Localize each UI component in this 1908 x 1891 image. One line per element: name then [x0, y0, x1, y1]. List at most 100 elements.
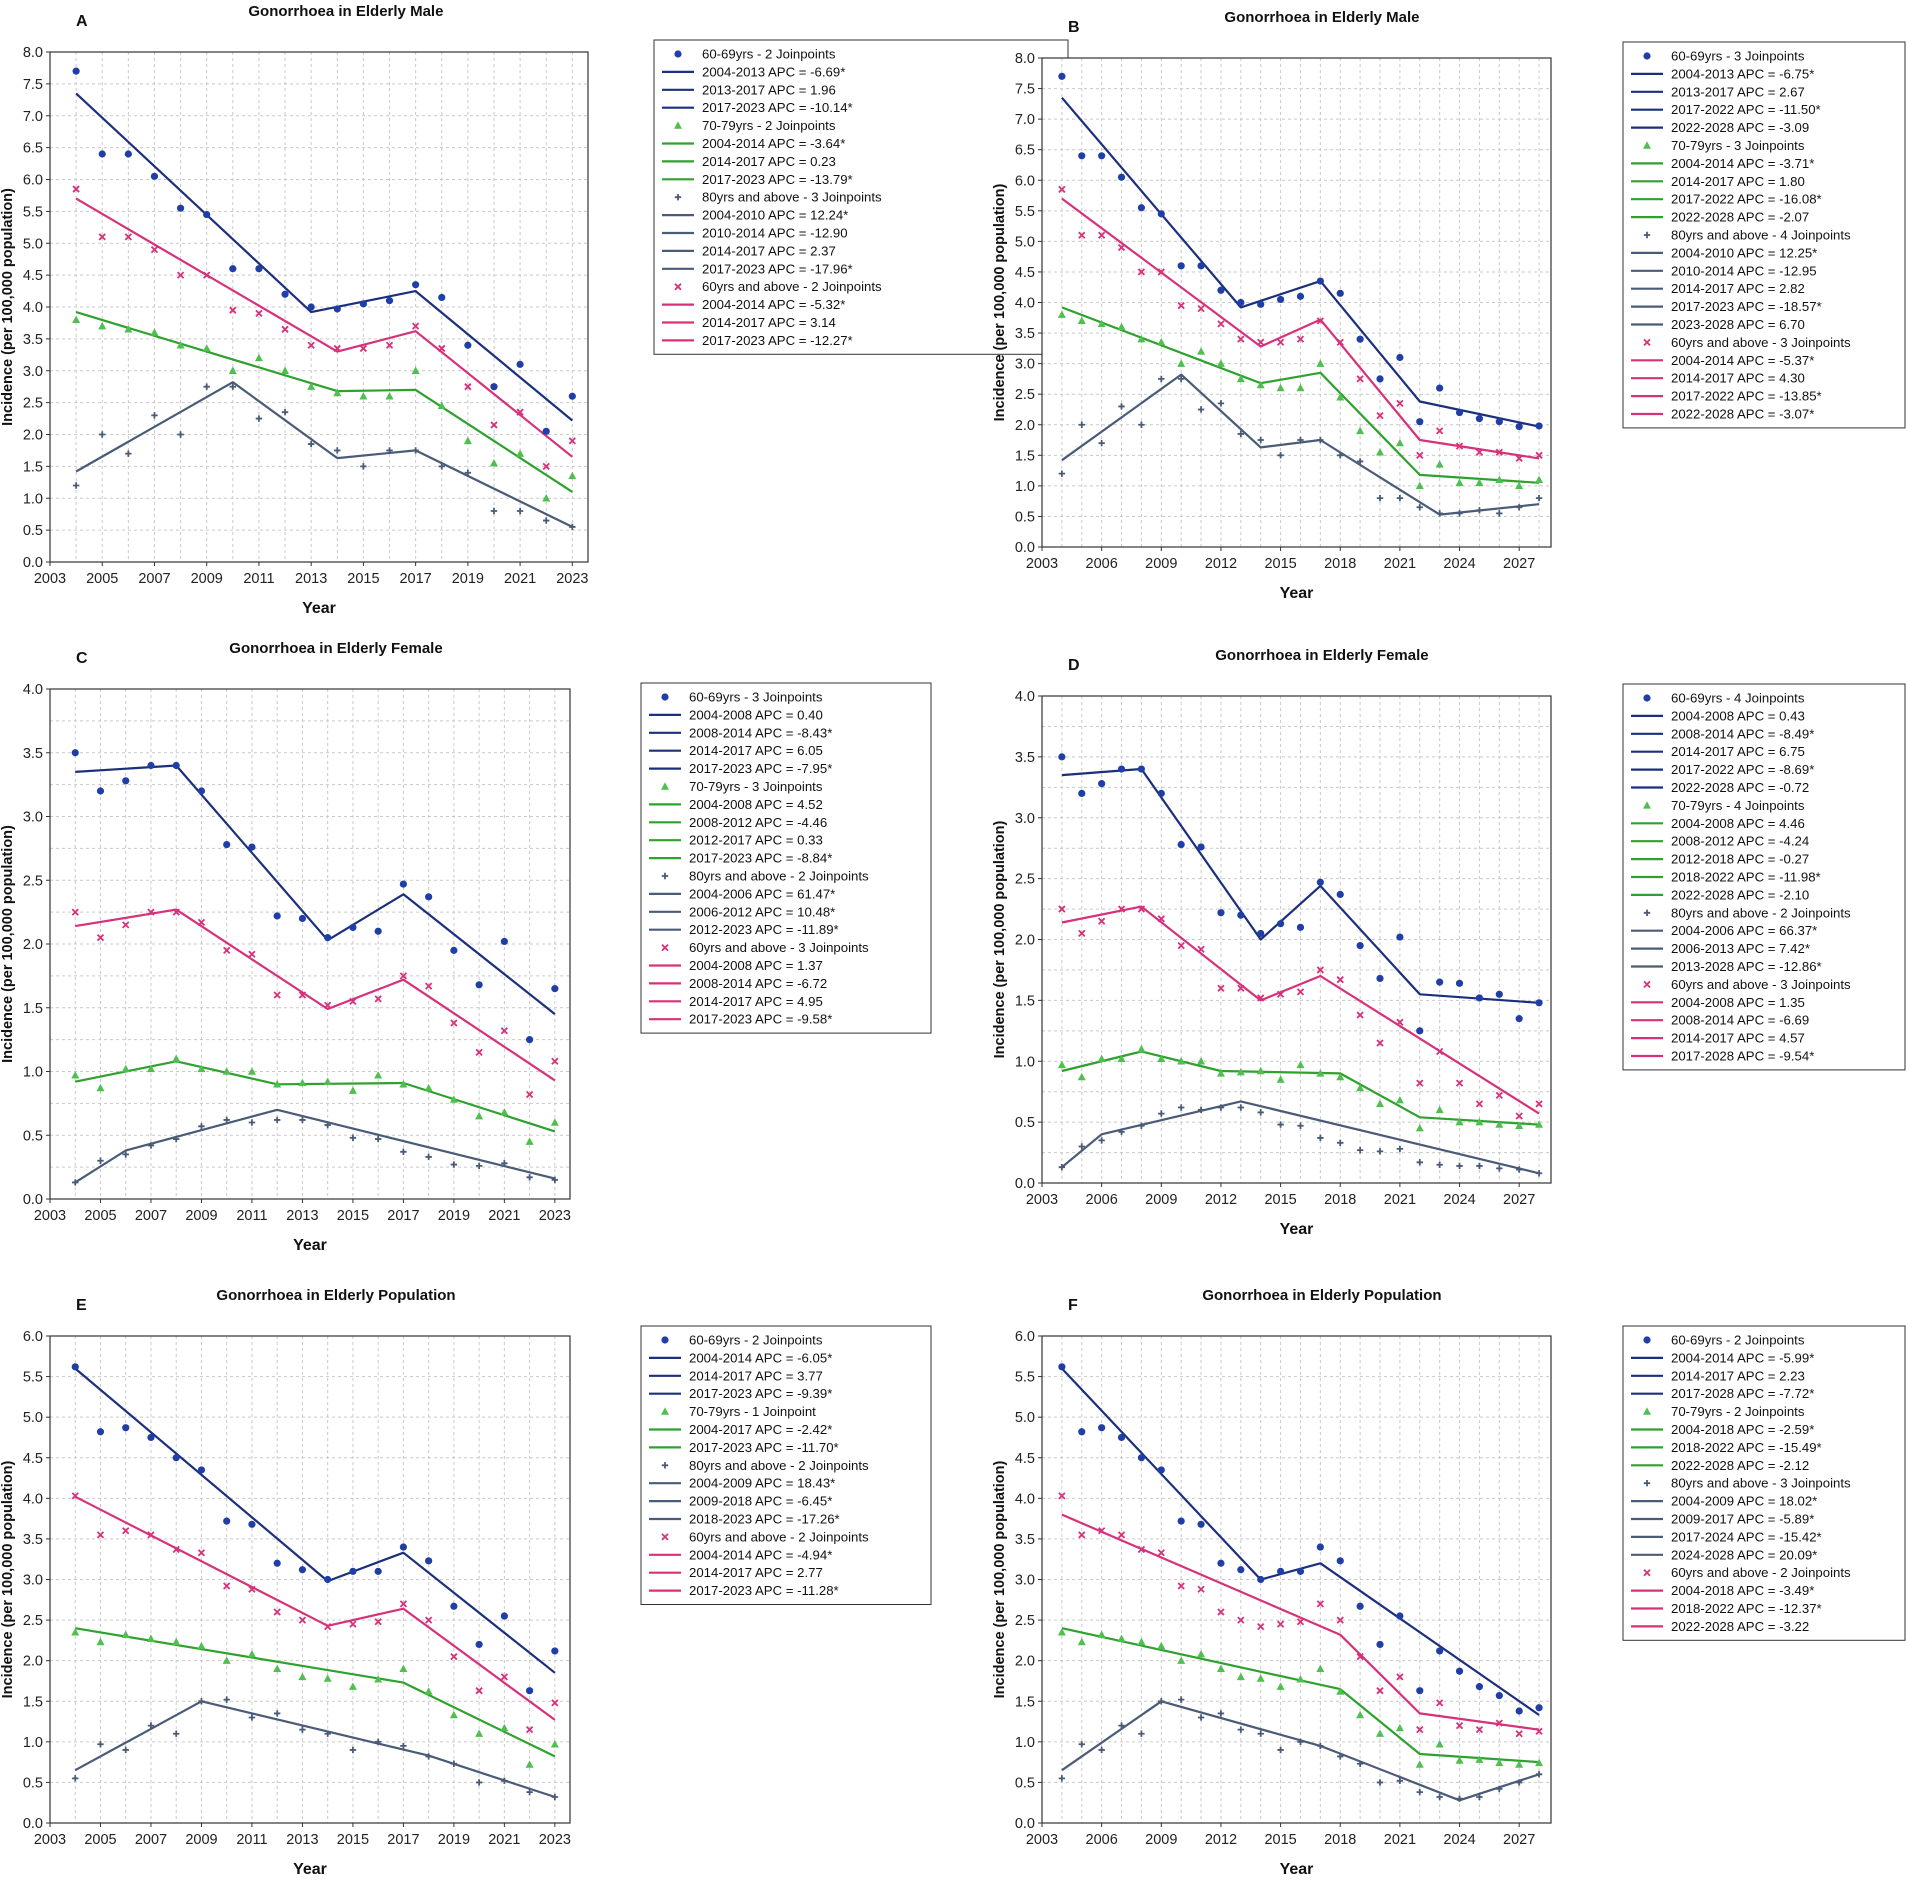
data-point-g80	[223, 1116, 230, 1124]
panel-letter: A	[76, 13, 88, 30]
data-point-g80	[425, 1753, 432, 1760]
data-point-g70	[1177, 1656, 1186, 1664]
data-point-g80	[1535, 494, 1543, 502]
data-point-g70	[1415, 1124, 1424, 1132]
data-point-g70	[1515, 1760, 1524, 1768]
data-point-g60	[1316, 277, 1324, 285]
fit-line-gAll	[75, 908, 556, 1082]
data-point-g60	[96, 1428, 105, 1436]
x-axis-label: Year	[293, 1237, 327, 1254]
data-point-gAll	[1137, 1545, 1146, 1554]
data-point-g70	[1356, 426, 1365, 435]
y-tick-label: 5.5	[1015, 1370, 1035, 1386]
data-point-gAll	[1197, 945, 1205, 953]
data-point-g70	[1077, 1072, 1086, 1081]
chart-title: Gonorrhoea in Elderly Population	[216, 1287, 455, 1304]
legend-entry: 2017-2023 APC = -9.39*	[689, 1386, 832, 1401]
data-point-gAll	[122, 921, 130, 929]
y-tick-label: 3.0	[23, 364, 43, 380]
legend-entry: 2008-2014 APC = -8.43*	[689, 725, 832, 740]
legend-marker-g60	[661, 1336, 669, 1344]
data-point-g70	[1296, 1060, 1305, 1069]
data-point-g70	[124, 325, 133, 333]
data-point-g80	[1078, 1741, 1085, 1748]
legend-box	[640, 682, 932, 1034]
data-point-g80	[1297, 1122, 1304, 1129]
y-tick-label: 5.0	[23, 1410, 43, 1426]
data-point-g70	[1316, 1664, 1325, 1672]
data-point-g60	[1276, 295, 1285, 304]
legend-entry: 2004-2014 APC = -5.37*	[1671, 353, 1814, 368]
y-tick-label: 4.0	[23, 682, 43, 698]
data-point-gAll	[1515, 454, 1523, 463]
data-point-gAll	[1416, 1726, 1424, 1734]
data-point-gAll	[124, 233, 132, 241]
data-point-g60	[1078, 152, 1086, 160]
data-point-g60	[72, 67, 80, 75]
data-point-g60	[273, 1559, 281, 1567]
data-point-gAll	[438, 344, 446, 353]
legend-entry: 2004-2014 APC = -3.71*	[1671, 156, 1814, 171]
x-tick-label: 2011	[236, 1208, 267, 1224]
data-point-g70	[298, 1672, 307, 1681]
data-point-gAll	[1396, 1673, 1404, 1681]
data-point-g80	[198, 1123, 205, 1130]
y-tick-label: 2.0	[23, 428, 43, 444]
data-point-g80	[1456, 1162, 1463, 1170]
data-point-gAll	[475, 1687, 483, 1695]
data-point-g70	[399, 1664, 408, 1672]
data-point-g60	[1416, 1027, 1424, 1035]
data-point-g80	[1496, 1165, 1503, 1172]
data-point-gAll	[1157, 268, 1165, 276]
data-point-g70	[1177, 359, 1186, 367]
y-tick-label: 2.5	[1015, 387, 1035, 403]
legend-marker-g70	[1643, 1407, 1651, 1415]
data-point-g80	[450, 1161, 458, 1168]
x-tick-label: 2019	[438, 1208, 470, 1224]
legend-marker-g60	[661, 693, 669, 701]
legend-entry: 2022-2028 APC = -2.07	[1671, 210, 1809, 225]
data-point-g70	[1455, 478, 1464, 487]
data-point-g60	[1396, 1612, 1404, 1620]
legend-entry: 2017-2023 APC = -9.58*	[689, 1012, 832, 1027]
legend-entry: 2004-2014 APC = -4.94*	[689, 1547, 832, 1562]
data-point-g70	[1236, 1672, 1245, 1681]
data-point-g70	[176, 341, 185, 349]
data-point-g70	[1077, 1637, 1086, 1646]
legend-entry: 2004-2009 APC = 18.43*	[689, 1476, 835, 1491]
data-point-g60	[1276, 920, 1285, 928]
data-point-g60	[551, 985, 559, 993]
data-point-g70	[1535, 475, 1544, 483]
data-point-g60	[307, 303, 315, 311]
y-tick-label: 8.0	[23, 45, 43, 61]
data-point-gAll	[203, 271, 211, 279]
data-point-g80	[516, 507, 524, 515]
y-tick-label: 0.5	[23, 1128, 43, 1144]
data-point-g60	[450, 1602, 458, 1610]
data-point-g60	[1296, 292, 1305, 300]
legend-marker-g60	[1643, 694, 1651, 702]
data-point-g70	[1236, 374, 1245, 383]
data-point-g70	[1137, 334, 1146, 343]
data-point-g60	[1455, 408, 1464, 417]
legend-entry: 2004-2008 APC = 4.52	[689, 797, 823, 812]
data-point-g70	[1197, 1057, 1206, 1065]
legend-entry: 2014-2017 APC = 4.57	[1671, 1031, 1805, 1046]
data-point-g80	[1177, 1104, 1185, 1111]
data-point-gAll	[1356, 375, 1364, 383]
x-tick-label: 2006	[1086, 1832, 1118, 1848]
data-point-g80	[1416, 504, 1423, 511]
data-point-g80	[1118, 403, 1125, 410]
data-point-g60	[425, 1557, 433, 1565]
x-tick-label: 2015	[1264, 1832, 1296, 1848]
data-point-g70	[500, 1723, 509, 1732]
legend-entry: 70-79yrs - 2 Joinpoints	[702, 118, 836, 133]
data-point-g70	[411, 366, 420, 374]
data-point-g80	[400, 1742, 407, 1750]
legend-entry: 2022-2028 APC = -3.22	[1671, 1619, 1809, 1634]
data-point-g60	[1416, 1687, 1424, 1695]
y-tick-label: 1.0	[23, 1065, 43, 1081]
y-tick-label: 6.0	[23, 173, 43, 189]
y-tick-label: 2.5	[1015, 1613, 1035, 1629]
data-point-g60	[1058, 753, 1066, 761]
